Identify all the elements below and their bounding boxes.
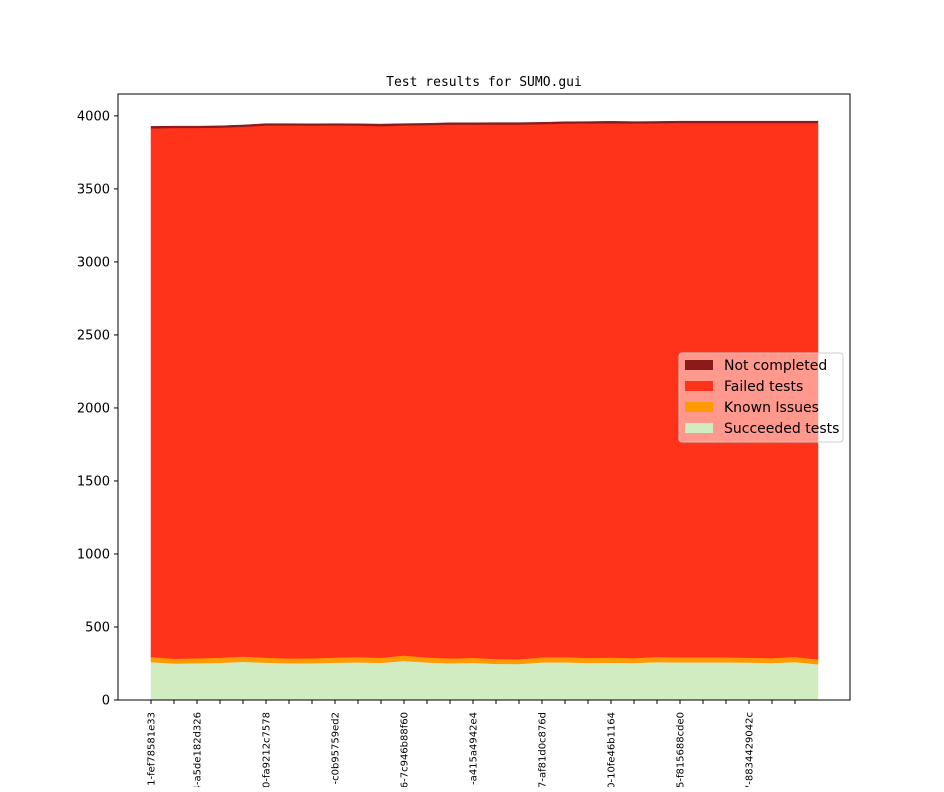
x-tick-label: 6-7c946b88f60 [400,712,411,787]
legend-swatch [685,381,713,391]
y-tick-label: 500 [85,620,110,635]
legend-label: Known Issues [724,400,819,416]
y-tick-label: 2500 [77,328,110,343]
legend-label: Succeeded tests [724,421,839,437]
legend: Not completed Failed tests Known Issues Suc… [679,353,843,442]
x-tick-label: 4-a5de182d326 [193,712,204,787]
x-tick-label: 0-fa9212c7578 [262,712,273,787]
chart-title: Test results for SUMO.gui [386,75,582,90]
x-tick-label: 0-10fe46b1164 [607,712,618,787]
legend-swatch [685,423,713,433]
x-tick-label: 7-af81d0c876d [538,712,549,787]
y-tick-label: 1000 [77,547,110,562]
y-tick-label: 1500 [77,474,110,489]
y-tick-label: 3500 [77,182,110,197]
legend-label: Not completed [724,358,827,374]
x-tick-label: 5-f815688cde0 [676,712,687,787]
y-tick-label: 0 [102,694,110,709]
legend-swatch [685,402,713,412]
legend-swatch [685,360,713,370]
x-tick-label: 7-8834429042c [745,712,756,787]
y-tick-label: 4000 [77,109,110,124]
legend-label: Failed tests [724,379,803,395]
y-tick-label: 3000 [77,255,110,270]
area-series-succeeded-tests [151,661,818,700]
y-tick-label: 2000 [77,401,110,416]
x-tick-label: -a415a4942e4 [469,712,480,785]
x-tick-label: -c0b95759ed2 [331,712,342,785]
x-tick-label: 1-fef78581e33 [147,712,158,786]
